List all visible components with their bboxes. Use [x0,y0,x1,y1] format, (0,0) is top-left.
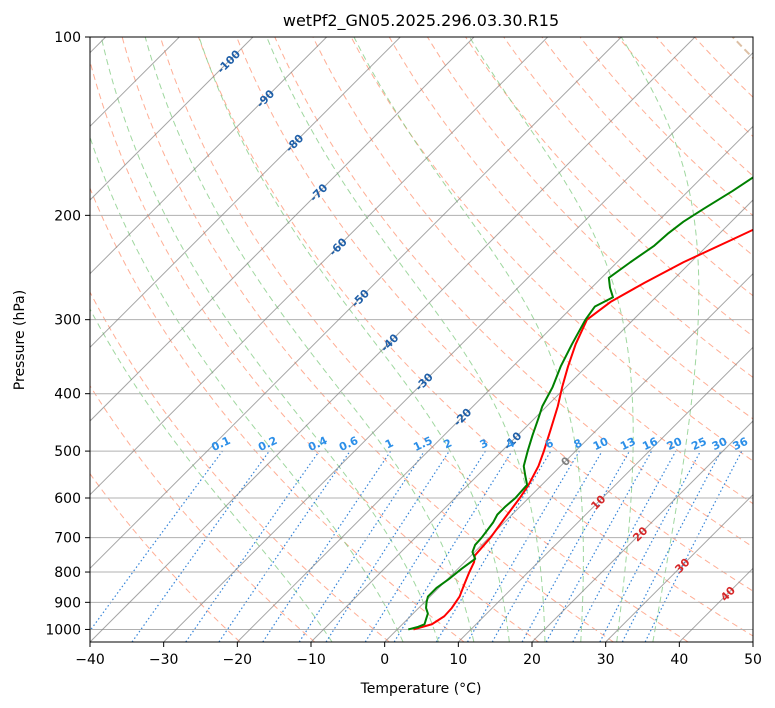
x-tick-label: 20 [523,652,541,668]
plot-background [90,37,753,642]
isotherm-line [163,51,753,642]
moist-adiabat-line [198,37,510,642]
mixing-ratio-line [466,450,580,642]
dry-adiabat-line [159,37,689,642]
dry-adiabat-line [236,37,753,592]
mixing-ratio-line [131,450,270,642]
isotherm-line [90,37,622,570]
chart-title: wetPf2_GN05.2025.296.03.30.R15 [283,11,559,31]
moist-adiabat-line [90,135,404,642]
y-axis-title: Pressure (hPa) [12,290,28,390]
y-tick-label: 700 [54,531,81,547]
dry-adiabat-line [90,59,540,642]
y-tick-label: 300 [54,313,81,329]
isotherm-line [236,125,753,642]
isotherm-line [90,37,254,201]
dry-adiabat-line [198,37,753,637]
dry-adiabat-line [426,37,753,378]
y-tick-label: 900 [54,595,81,611]
mixing-ratio-label: 10 [591,435,611,453]
mixing-ratio-line [393,450,513,642]
moist-adiabat-line [353,37,584,642]
x-tick-label: −40 [75,652,105,668]
y-tick-label: 1000 [45,622,81,638]
x-tick-label: 10 [449,652,467,668]
y-tick-label: 600 [54,491,81,507]
moist-adiabat-line [266,37,546,642]
sounding-series [408,176,753,631]
dry-adiabat-line [121,37,614,642]
x-axis-title: Temperature (°C) [360,681,482,697]
mixing-ratio-label: 25 [689,435,708,453]
mixing-ratio-line [325,450,450,642]
x-tick-label: 0 [380,652,389,668]
x-axis-ticks: −40 −30 −20 −10 0 10 20 30 40 50 [75,642,762,668]
isotherm-lines [90,37,753,642]
isotherm-line [90,37,401,349]
x-tick-label: 50 [744,652,762,668]
temperature-line [413,228,753,631]
y-tick-label: 200 [54,208,81,224]
y-tick-label: 500 [54,444,81,460]
mixing-ratio-line [521,450,631,642]
isotherm-line [310,199,753,642]
moist-adiabat-line [620,37,700,642]
pressure-gridlines [90,37,753,630]
dry-adiabat-line [617,37,753,177]
isotherm-line [605,493,753,642]
y-tick-label: 100 [54,30,81,46]
mixing-ratio-line [185,450,320,642]
moist-adiabat-line [100,37,439,642]
dry-adiabats [90,37,753,642]
y-axis-ticks: 100 200 300 400 500 600 700 800 900 1000 [45,30,90,638]
mixing-ratio-label: 36 [731,435,751,453]
dry-adiabat-line [388,37,753,420]
mixing-ratio-line [90,450,223,632]
dewpoint-line [408,176,753,631]
dry-adiabat-line [274,37,753,548]
x-tick-label: −20 [223,652,253,668]
moist-adiabat-line [144,37,475,642]
y-tick-label: 400 [54,387,81,403]
mixing-ratio-label: 20 [665,435,685,453]
dry-adiabat-line [312,37,753,505]
isotherm-line [384,272,753,642]
dry-adiabat-line [90,384,316,642]
x-tick-label: −10 [296,652,326,668]
isotherm-line [90,37,696,642]
mixing-ratio-line [572,450,677,642]
y-tick-label: 800 [54,565,81,581]
mixing-ratio-label: 30 [710,435,730,453]
x-tick-label: 30 [597,652,615,668]
x-tick-label: −30 [149,652,179,668]
x-tick-label: 40 [670,652,688,668]
dry-adiabat-line [503,37,753,297]
mixing-ratio-label: 13 [618,435,637,453]
isotherm-line [90,37,475,422]
mixing-ratio-lines [90,450,743,642]
isotherm-line [531,420,753,642]
dry-adiabat-line [90,291,390,642]
mixing-ratio-line [364,450,486,642]
moist-adiabat-line [90,308,333,642]
isotherm-line [90,37,549,496]
dry-adiabat-line [90,186,465,642]
mixing-ratio-line [218,450,351,642]
mixing-ratio-line [435,450,552,642]
isotherm-line [457,346,753,642]
mixing-ratio-line [491,450,603,642]
plot-frame [89,36,754,643]
mixing-ratio-label: 16 [640,435,660,453]
isotherm-line [90,37,328,275]
